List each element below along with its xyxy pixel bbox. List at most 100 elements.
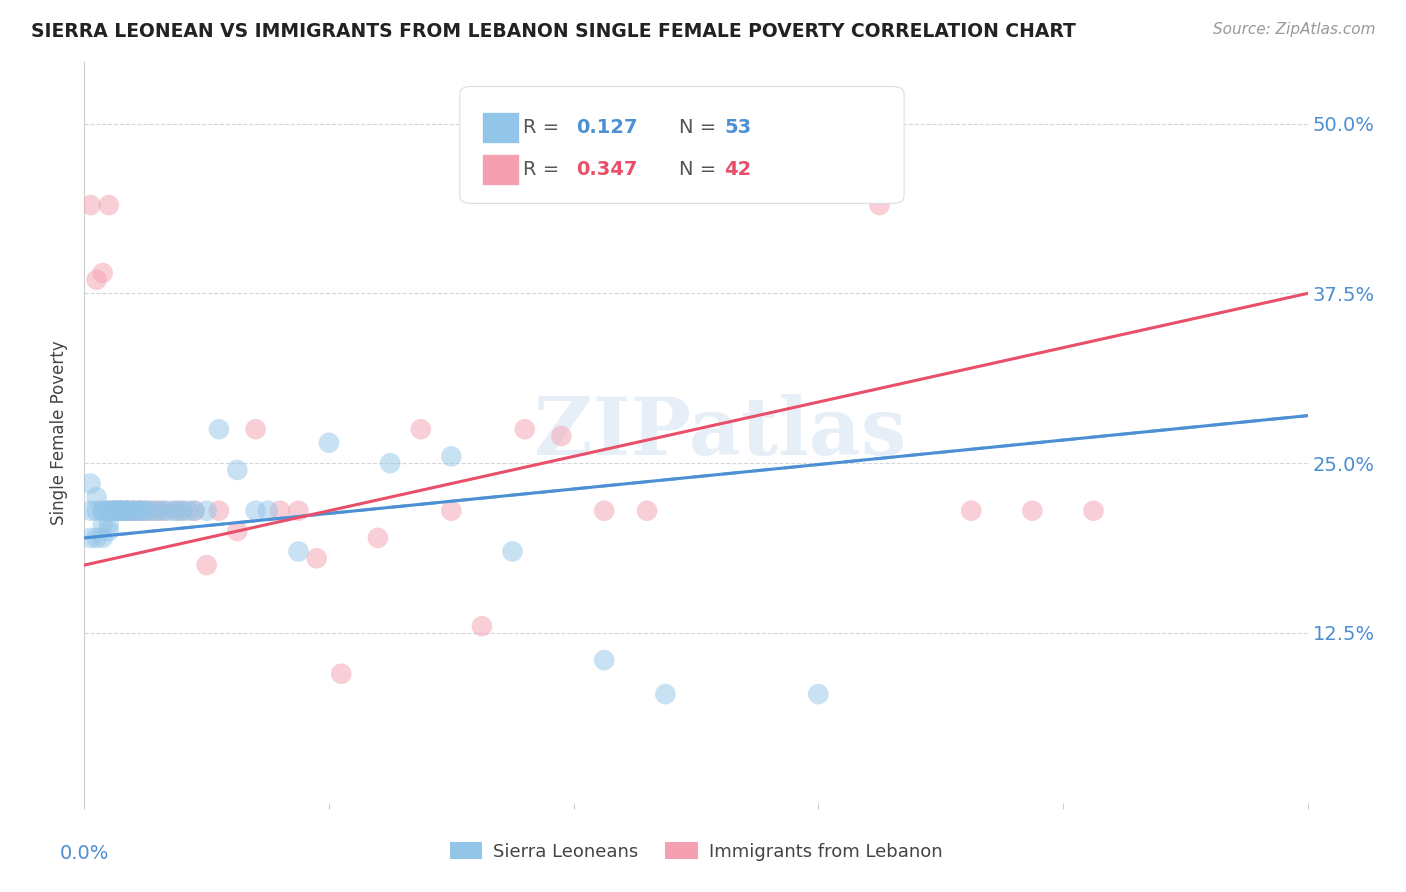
Point bbox=[104, 504, 127, 518]
Point bbox=[1083, 504, 1105, 518]
Point bbox=[79, 504, 101, 518]
Point bbox=[287, 504, 309, 518]
Point bbox=[636, 504, 658, 518]
Point bbox=[141, 504, 163, 518]
Point bbox=[115, 504, 138, 518]
Point bbox=[122, 504, 145, 518]
Point bbox=[115, 504, 138, 518]
Text: 0.347: 0.347 bbox=[576, 160, 638, 179]
Point bbox=[440, 450, 463, 464]
Point bbox=[165, 504, 187, 518]
Point bbox=[471, 619, 494, 633]
Point bbox=[593, 504, 616, 518]
Point bbox=[195, 504, 218, 518]
Point bbox=[1021, 504, 1043, 518]
Point bbox=[440, 504, 463, 518]
Point bbox=[128, 504, 150, 518]
Point bbox=[128, 504, 150, 518]
Point bbox=[110, 504, 132, 518]
Point bbox=[97, 504, 120, 518]
Point bbox=[807, 687, 830, 701]
Point bbox=[97, 504, 120, 518]
Point bbox=[146, 504, 169, 518]
Point bbox=[869, 198, 891, 212]
Point bbox=[110, 504, 132, 518]
Point bbox=[97, 198, 120, 212]
Point bbox=[159, 504, 181, 518]
Point bbox=[110, 504, 132, 518]
Point bbox=[183, 504, 205, 518]
Point bbox=[269, 504, 291, 518]
Text: 42: 42 bbox=[724, 160, 751, 179]
Point bbox=[135, 504, 157, 518]
Point bbox=[172, 504, 194, 518]
Point bbox=[380, 456, 402, 470]
Point bbox=[513, 422, 536, 436]
Point bbox=[960, 504, 983, 518]
Point bbox=[165, 504, 187, 518]
Text: Source: ZipAtlas.com: Source: ZipAtlas.com bbox=[1212, 22, 1375, 37]
Point bbox=[502, 544, 524, 558]
Point bbox=[97, 517, 120, 532]
Point bbox=[104, 504, 127, 518]
Point bbox=[91, 504, 114, 518]
Point bbox=[79, 476, 101, 491]
Point bbox=[104, 504, 127, 518]
Text: ZIPatlas: ZIPatlas bbox=[534, 393, 907, 472]
Point bbox=[153, 504, 176, 518]
Point bbox=[245, 422, 267, 436]
Point bbox=[86, 531, 108, 545]
Point bbox=[146, 504, 169, 518]
Point bbox=[195, 558, 218, 572]
Point bbox=[330, 666, 353, 681]
Point bbox=[86, 273, 108, 287]
Point bbox=[318, 435, 340, 450]
Point bbox=[122, 504, 145, 518]
Point bbox=[110, 504, 132, 518]
Point bbox=[115, 504, 138, 518]
Point bbox=[245, 504, 267, 518]
Text: SIERRA LEONEAN VS IMMIGRANTS FROM LEBANON SINGLE FEMALE POVERTY CORRELATION CHAR: SIERRA LEONEAN VS IMMIGRANTS FROM LEBANO… bbox=[31, 22, 1076, 41]
Point bbox=[141, 504, 163, 518]
Point bbox=[305, 551, 328, 566]
Point bbox=[128, 504, 150, 518]
Point bbox=[208, 422, 231, 436]
Point bbox=[367, 531, 389, 545]
Point bbox=[104, 504, 127, 518]
Point bbox=[654, 687, 676, 701]
Point bbox=[593, 653, 616, 667]
Point bbox=[115, 504, 138, 518]
Point bbox=[91, 504, 114, 518]
Point bbox=[226, 524, 249, 538]
Point bbox=[226, 463, 249, 477]
Point bbox=[79, 531, 101, 545]
Point bbox=[153, 504, 176, 518]
Point bbox=[257, 504, 280, 518]
Text: R =: R = bbox=[523, 118, 565, 137]
Y-axis label: Single Female Poverty: Single Female Poverty bbox=[51, 341, 69, 524]
Point bbox=[97, 504, 120, 518]
Point bbox=[287, 544, 309, 558]
Point bbox=[122, 504, 145, 518]
Point bbox=[550, 429, 572, 443]
Point bbox=[183, 504, 205, 518]
Point bbox=[409, 422, 432, 436]
Point bbox=[86, 504, 108, 518]
Point bbox=[79, 198, 101, 212]
Point bbox=[208, 504, 231, 518]
Point bbox=[172, 504, 194, 518]
Text: 53: 53 bbox=[724, 118, 751, 137]
Text: N =: N = bbox=[679, 160, 723, 179]
Point bbox=[115, 504, 138, 518]
Point bbox=[91, 517, 114, 532]
Point bbox=[91, 531, 114, 545]
Point bbox=[128, 504, 150, 518]
Point bbox=[104, 504, 127, 518]
Point bbox=[104, 504, 127, 518]
Text: 0.127: 0.127 bbox=[576, 118, 638, 137]
Text: N =: N = bbox=[679, 118, 723, 137]
Point bbox=[122, 504, 145, 518]
Legend: Sierra Leoneans, Immigrants from Lebanon: Sierra Leoneans, Immigrants from Lebanon bbox=[443, 835, 949, 868]
Point bbox=[135, 504, 157, 518]
Text: R =: R = bbox=[523, 160, 565, 179]
